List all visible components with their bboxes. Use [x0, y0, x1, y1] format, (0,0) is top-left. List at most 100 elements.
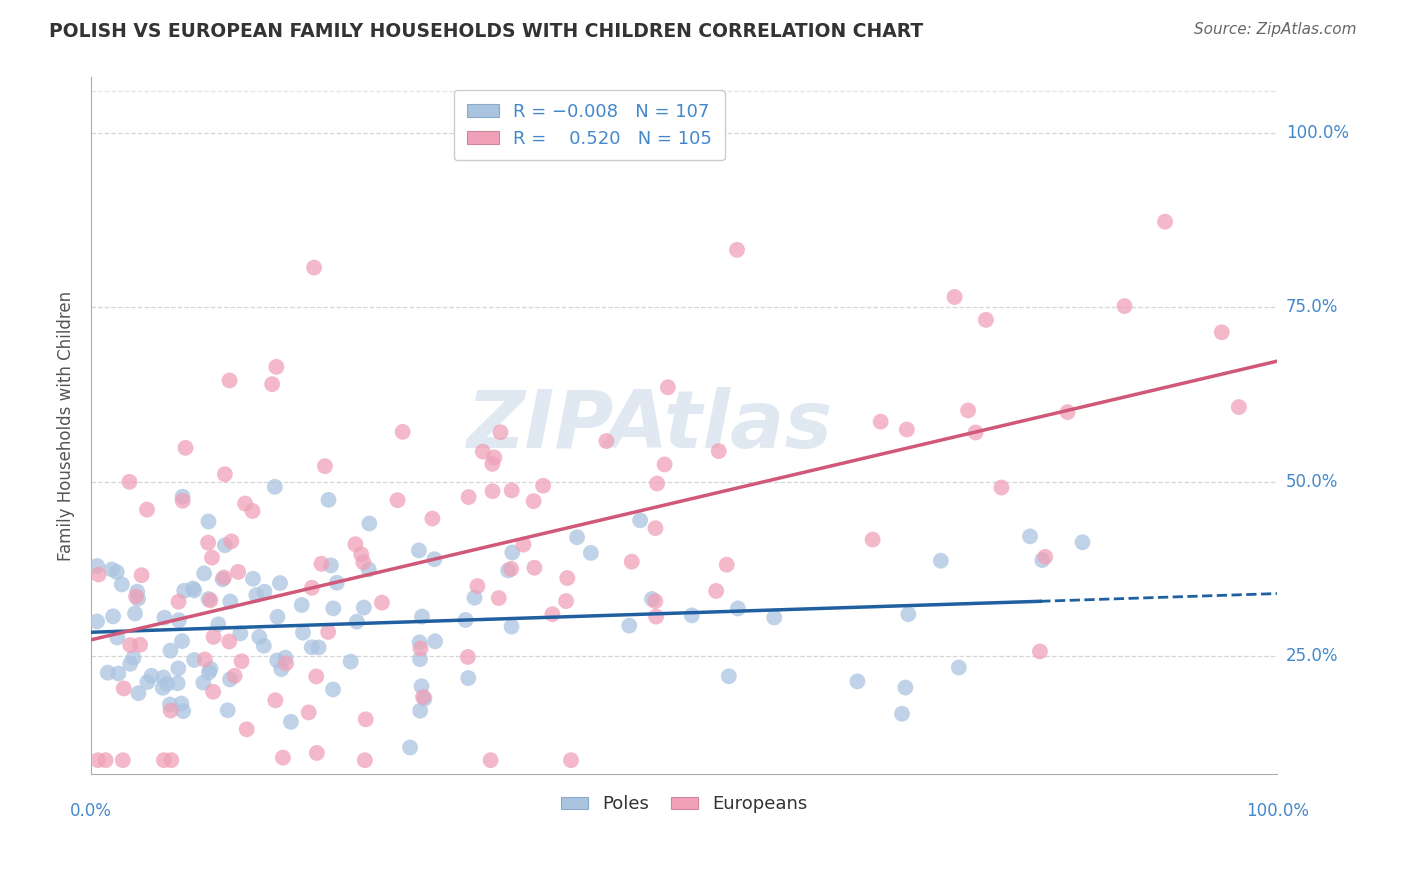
Point [120, 638, 142, 652]
Point [87, 753, 110, 767]
Point [1227, 400, 1250, 414]
Point [152, 681, 174, 695]
Point [170, 697, 193, 711]
Point [153, 610, 176, 624]
Point [531, 478, 554, 492]
Point [501, 545, 523, 559]
Point [305, 669, 328, 683]
Point [242, 504, 264, 518]
Point [120, 657, 142, 671]
Point [301, 581, 323, 595]
Point [644, 594, 666, 608]
Point [463, 591, 485, 605]
Point [862, 533, 884, 547]
Point [153, 753, 176, 767]
Point [197, 515, 219, 529]
Point [654, 458, 676, 472]
Point [399, 740, 422, 755]
Point [409, 641, 432, 656]
Point [479, 753, 502, 767]
Point [173, 583, 195, 598]
Point [212, 570, 235, 584]
Point [266, 609, 288, 624]
Point [156, 677, 179, 691]
Point [159, 698, 181, 712]
Point [763, 610, 786, 624]
Point [298, 706, 321, 720]
Point [141, 669, 163, 683]
Point [423, 634, 446, 648]
Text: 0.0%: 0.0% [70, 802, 112, 820]
Point [86, 615, 108, 629]
Point [280, 714, 302, 729]
Point [160, 753, 183, 767]
Point [555, 594, 578, 608]
Point [166, 676, 188, 690]
Point [727, 601, 749, 615]
Point [501, 483, 523, 498]
Point [221, 534, 243, 549]
Point [488, 591, 510, 605]
Point [172, 490, 194, 504]
Point [717, 669, 740, 683]
Point [411, 679, 433, 693]
Point [86, 559, 108, 574]
Point [311, 557, 333, 571]
Point [214, 538, 236, 552]
Point [172, 493, 194, 508]
Point [409, 652, 432, 666]
Point [408, 635, 430, 649]
Point [846, 674, 869, 689]
Point [354, 753, 377, 767]
Point [167, 595, 190, 609]
Point [716, 558, 738, 572]
Point [357, 562, 380, 576]
Point [352, 555, 374, 569]
Point [1114, 299, 1136, 313]
Point [657, 380, 679, 394]
Point [124, 607, 146, 621]
Point [523, 494, 546, 508]
Point [202, 685, 225, 699]
Point [217, 703, 239, 717]
Point [1071, 535, 1094, 549]
Point [318, 492, 340, 507]
Point [214, 467, 236, 482]
Y-axis label: Family Households with Children: Family Households with Children [58, 291, 75, 561]
Point [200, 662, 222, 676]
Point [201, 550, 224, 565]
Point [501, 619, 523, 633]
Point [523, 560, 546, 574]
Text: 50.0%: 50.0% [1286, 473, 1339, 491]
Point [541, 607, 564, 622]
Point [707, 444, 730, 458]
Point [471, 444, 494, 458]
Point [219, 594, 242, 608]
Point [170, 634, 193, 648]
Point [122, 650, 145, 665]
Point [484, 450, 506, 465]
Point [305, 746, 328, 760]
Point [496, 563, 519, 577]
Point [274, 650, 297, 665]
Point [152, 670, 174, 684]
Point [101, 562, 124, 576]
Point [242, 572, 264, 586]
Point [291, 598, 314, 612]
Point [891, 706, 914, 721]
Point [894, 681, 917, 695]
Text: 75.0%: 75.0% [1286, 298, 1339, 317]
Point [263, 480, 285, 494]
Point [218, 374, 240, 388]
Point [253, 639, 276, 653]
Point [269, 576, 291, 591]
Point [579, 546, 602, 560]
Point [111, 577, 134, 591]
Point [1031, 553, 1053, 567]
Point [948, 660, 970, 674]
Point [226, 565, 249, 579]
Point [319, 558, 342, 573]
Point [645, 609, 668, 624]
Point [233, 497, 256, 511]
Point [326, 575, 349, 590]
